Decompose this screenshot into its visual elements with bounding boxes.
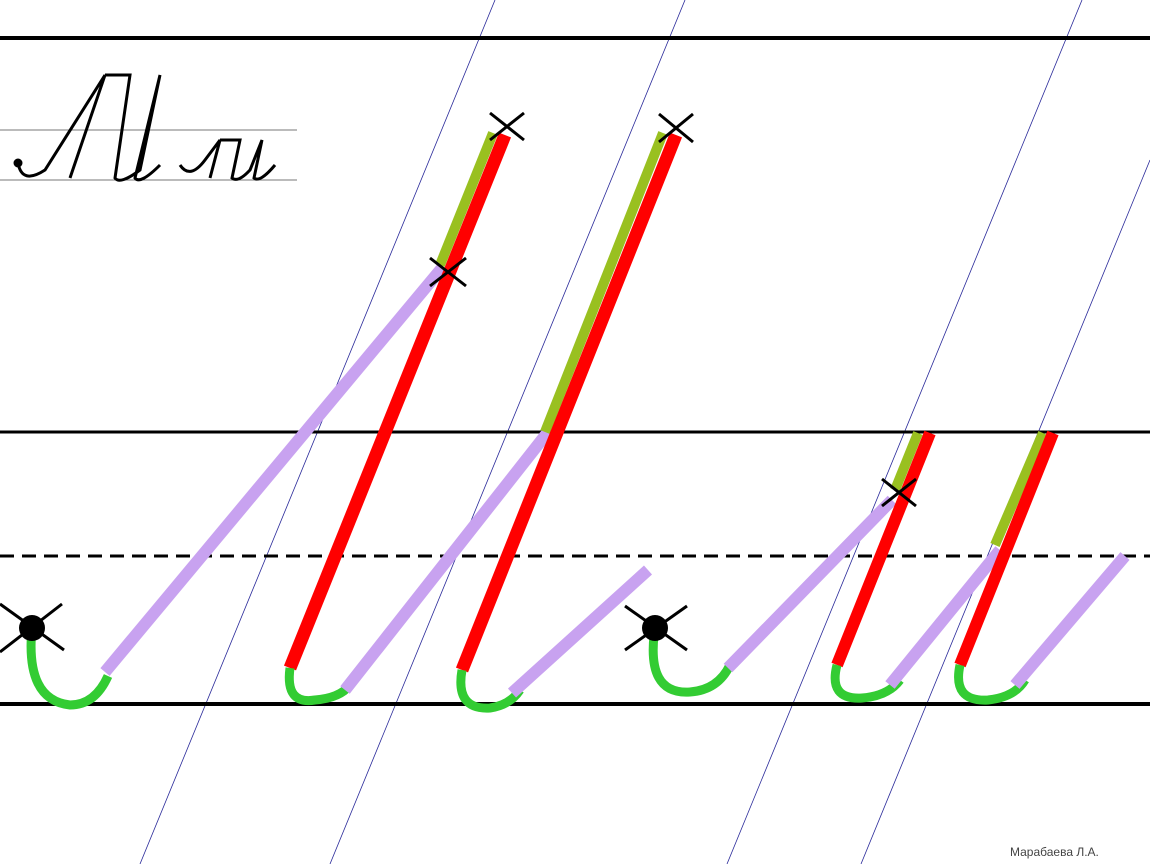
small-letter [648, 430, 1130, 705]
ruling [0, 36, 1150, 706]
capital-letter [26, 131, 683, 713]
author-credit: Марабаева Л.А. [1010, 845, 1099, 859]
script-sample [0, 73, 297, 182]
markers [0, 111, 917, 654]
